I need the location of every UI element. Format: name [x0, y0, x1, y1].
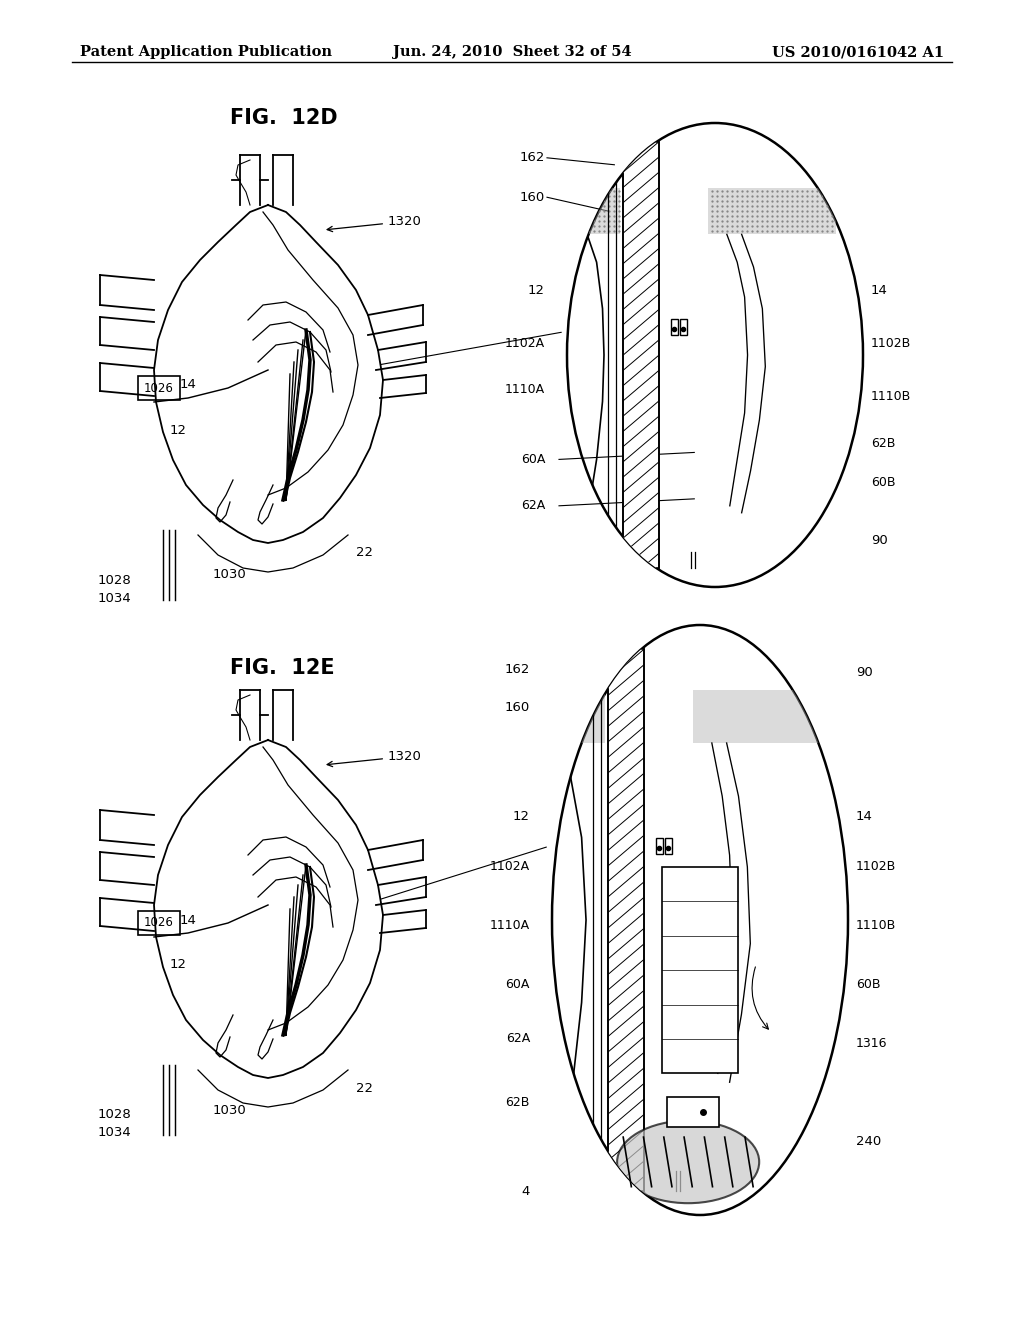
- Text: 4: 4: [521, 1185, 530, 1199]
- Text: FIG.  12E: FIG. 12E: [230, 657, 335, 678]
- Text: 22: 22: [356, 1081, 373, 1094]
- Bar: [671, 319, 678, 335]
- Text: 1028: 1028: [98, 573, 132, 586]
- Bar: [555, 690, 605, 743]
- Text: 1110B: 1110B: [871, 391, 911, 404]
- Bar: [708, 187, 837, 235]
- Text: 160: 160: [520, 190, 545, 203]
- Bar: [665, 838, 672, 854]
- Text: 12: 12: [170, 958, 187, 972]
- Text: 62A: 62A: [521, 499, 545, 512]
- Text: 162: 162: [519, 152, 545, 164]
- Text: 1030: 1030: [213, 1104, 247, 1117]
- Ellipse shape: [617, 1121, 759, 1204]
- Text: 60B: 60B: [856, 978, 881, 991]
- Text: 1102B: 1102B: [871, 337, 911, 350]
- Text: 90: 90: [856, 665, 872, 678]
- Text: 1102A: 1102A: [505, 337, 545, 350]
- Text: 1030: 1030: [213, 569, 247, 582]
- Text: 240: 240: [856, 1135, 882, 1148]
- Text: 1026: 1026: [144, 916, 174, 929]
- Text: Jun. 24, 2010  Sheet 32 of 54: Jun. 24, 2010 Sheet 32 of 54: [392, 45, 632, 59]
- Text: 14: 14: [180, 913, 197, 927]
- Text: Patent Application Publication: Patent Application Publication: [80, 45, 332, 59]
- Bar: [667, 1097, 719, 1126]
- Text: 14: 14: [871, 284, 888, 297]
- Bar: [608, 648, 644, 1192]
- Text: 62B: 62B: [871, 437, 895, 450]
- Text: 12: 12: [528, 284, 545, 297]
- Text: 22: 22: [356, 546, 373, 560]
- Bar: [138, 911, 180, 935]
- Text: 162: 162: [505, 663, 530, 676]
- Text: 90: 90: [871, 535, 888, 546]
- Text: 1110B: 1110B: [856, 920, 896, 932]
- Text: 160: 160: [505, 701, 530, 714]
- Text: 1320: 1320: [327, 215, 422, 231]
- Text: 1034: 1034: [98, 591, 132, 605]
- Text: 1102A: 1102A: [489, 861, 530, 874]
- Text: 1110A: 1110A: [489, 920, 530, 932]
- Text: 14: 14: [180, 379, 197, 392]
- Text: 1110A: 1110A: [505, 383, 545, 396]
- Text: 1102B: 1102B: [856, 861, 896, 874]
- Text: 1034: 1034: [98, 1126, 132, 1139]
- Text: 1320: 1320: [327, 750, 422, 767]
- Bar: [655, 838, 663, 854]
- Bar: [680, 319, 686, 335]
- Text: 62A: 62A: [506, 1031, 530, 1044]
- Bar: [138, 376, 180, 400]
- Bar: [570, 187, 621, 235]
- Text: FIG.  12D: FIG. 12D: [230, 108, 338, 128]
- Bar: [692, 690, 821, 743]
- Text: 60A: 60A: [506, 978, 530, 991]
- Bar: [662, 867, 738, 1073]
- Bar: [624, 141, 658, 569]
- Text: 60A: 60A: [520, 453, 545, 466]
- Text: 14: 14: [856, 810, 872, 824]
- Ellipse shape: [552, 624, 848, 1214]
- Text: US 2010/0161042 A1: US 2010/0161042 A1: [772, 45, 944, 59]
- Text: 1026: 1026: [144, 381, 174, 395]
- Text: 1028: 1028: [98, 1109, 132, 1122]
- Ellipse shape: [567, 123, 863, 587]
- Text: 12: 12: [513, 810, 530, 824]
- Text: 1316: 1316: [856, 1038, 888, 1051]
- Text: 62B: 62B: [506, 1097, 530, 1109]
- Text: 12: 12: [170, 424, 187, 437]
- Text: 60B: 60B: [871, 477, 896, 490]
